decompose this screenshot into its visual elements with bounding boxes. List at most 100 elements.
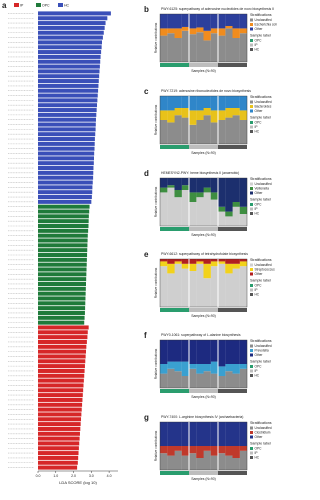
plot-frame bbox=[159, 339, 248, 389]
stacked-bar bbox=[167, 122, 175, 144]
bar bbox=[38, 339, 87, 344]
stacked-bar bbox=[239, 206, 248, 214]
stacked-bar bbox=[232, 38, 240, 62]
bar bbox=[38, 330, 88, 335]
legend-swatch bbox=[250, 268, 253, 271]
legend-label: Other bbox=[255, 27, 264, 31]
stacked-bar bbox=[196, 364, 204, 374]
legend-swatch bbox=[250, 100, 253, 104]
bar bbox=[38, 252, 88, 258]
stacked-bar bbox=[218, 178, 226, 207]
legend-label: Other bbox=[255, 109, 264, 113]
bar bbox=[38, 344, 87, 349]
bar bbox=[38, 431, 80, 436]
panel-letter: b bbox=[144, 5, 149, 14]
stacked-bar bbox=[174, 361, 182, 372]
bar bbox=[38, 112, 97, 117]
bar bbox=[38, 190, 93, 195]
stacked-bar bbox=[225, 28, 233, 62]
stacked-bar bbox=[189, 192, 197, 202]
y-axis-label: Relative contributions bbox=[154, 348, 158, 379]
bar bbox=[38, 209, 90, 214]
y-axis-label: Relative contributions bbox=[154, 186, 158, 217]
sample-strip bbox=[160, 145, 189, 149]
stacked-bar bbox=[210, 340, 219, 362]
stacked-bar bbox=[196, 110, 204, 120]
legend-label: Veillonella bbox=[255, 186, 270, 190]
bar bbox=[38, 388, 84, 393]
stacked-bar bbox=[181, 455, 190, 470]
x-tick-label: 3.0 bbox=[89, 474, 94, 478]
stacked-bar bbox=[239, 266, 248, 307]
bar bbox=[38, 373, 85, 378]
panel-letter: e bbox=[144, 250, 149, 259]
stacked-bar bbox=[189, 28, 197, 35]
bar bbox=[38, 166, 94, 171]
legend-swatch bbox=[250, 431, 253, 434]
legend-label: IP bbox=[255, 125, 258, 129]
stacked-bar bbox=[174, 259, 182, 262]
stacked-bar bbox=[210, 96, 219, 111]
sample-strip bbox=[160, 389, 189, 393]
stacked-bar bbox=[174, 14, 182, 29]
bar bbox=[38, 30, 104, 35]
bar bbox=[38, 21, 106, 26]
legend-swatch bbox=[250, 23, 253, 26]
x-tick-label: 0.0 bbox=[36, 474, 41, 478]
x-axis-label: Samples (N=90) bbox=[191, 233, 216, 237]
stacked-bar bbox=[218, 120, 226, 144]
stacked-bar bbox=[225, 26, 233, 29]
legend-swatch bbox=[250, 125, 253, 129]
stacked-bar bbox=[196, 259, 204, 262]
legend-label: OPC bbox=[42, 3, 50, 7]
bar bbox=[38, 349, 86, 354]
stacked-bar bbox=[203, 446, 211, 451]
bar bbox=[38, 286, 86, 291]
stacked-bar bbox=[174, 263, 182, 307]
legend-label: OPC bbox=[255, 202, 263, 206]
legend-title: Stratifications bbox=[250, 421, 272, 425]
stacked-bar bbox=[167, 110, 175, 123]
bar bbox=[38, 301, 86, 306]
legend-swatch bbox=[250, 435, 253, 439]
stacked-bar bbox=[181, 259, 190, 264]
stacked-bar bbox=[225, 108, 233, 118]
legend-label: OPC bbox=[255, 283, 263, 287]
stacked-bar bbox=[218, 96, 226, 111]
stacked-bar bbox=[160, 192, 168, 226]
stacked-bar bbox=[160, 373, 168, 388]
bar bbox=[38, 243, 88, 248]
stacked-bar bbox=[174, 197, 182, 226]
stacked-bar bbox=[181, 117, 190, 144]
legend-title: Stratifications bbox=[250, 95, 272, 99]
stacked-bar bbox=[196, 263, 204, 307]
bar bbox=[38, 88, 99, 93]
sample-strip bbox=[160, 471, 189, 475]
stacked-bar bbox=[167, 340, 175, 362]
stacked-bar bbox=[225, 211, 233, 217]
stacked-bar bbox=[232, 28, 240, 38]
stacked-bar bbox=[239, 120, 248, 144]
stacked-bar bbox=[232, 178, 240, 202]
bar bbox=[38, 151, 95, 156]
legend-swatch bbox=[250, 27, 253, 31]
stacked-bar bbox=[218, 453, 226, 470]
bar bbox=[38, 25, 105, 30]
x-axis-label: Samples (N=90) bbox=[191, 151, 216, 155]
stacked-bar bbox=[203, 263, 211, 279]
stacked-bar bbox=[160, 14, 168, 29]
legend-label: OPC bbox=[255, 364, 263, 368]
stacked-bar bbox=[203, 450, 211, 470]
bar bbox=[38, 291, 86, 296]
legend-title: Sample label bbox=[250, 115, 271, 119]
sample-strip bbox=[160, 63, 189, 67]
legend-label: Other bbox=[255, 191, 264, 195]
sample-strip bbox=[189, 389, 218, 393]
bar bbox=[38, 368, 85, 373]
stacked-bar bbox=[160, 259, 168, 262]
legend-title: Sample label bbox=[250, 33, 271, 37]
bar bbox=[38, 397, 83, 402]
legend-swatch bbox=[250, 426, 253, 430]
legend-title: Sample label bbox=[250, 359, 271, 363]
